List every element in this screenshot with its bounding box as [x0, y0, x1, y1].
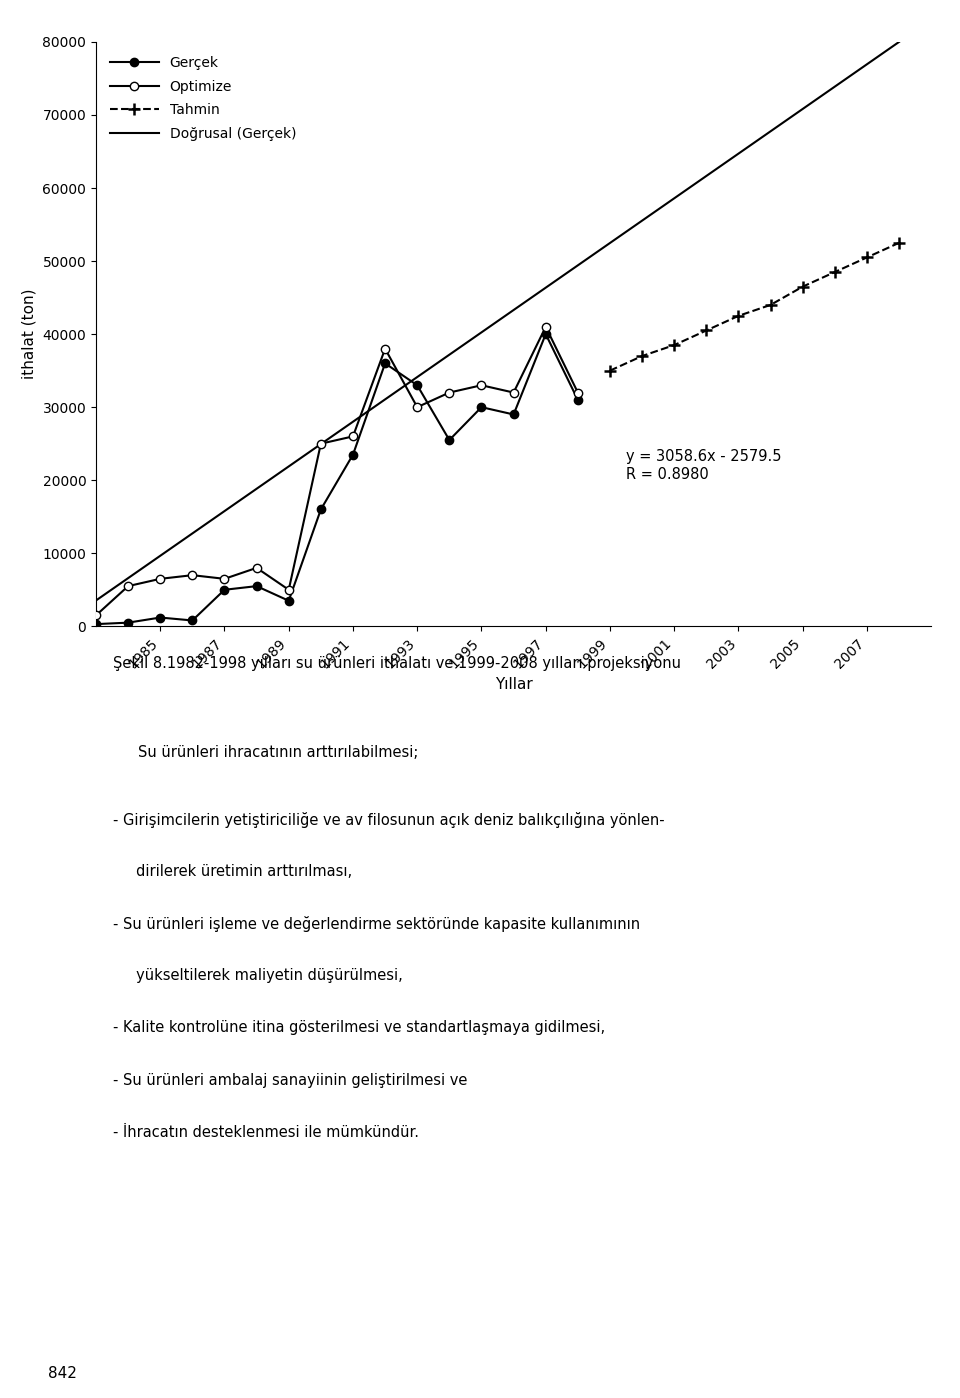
Text: y = 3058.6x - 2579.5
R = 0.8980: y = 3058.6x - 2579.5 R = 0.8980 — [626, 449, 781, 482]
Legend: Gerçek, Optimize, Tahmin, Doğrusal (Gerçek): Gerçek, Optimize, Tahmin, Doğrusal (Gerç… — [103, 49, 303, 148]
Text: 842: 842 — [48, 1366, 77, 1381]
Text: Su ürünleri ihracatının arttırılabilmesi;: Su ürünleri ihracatının arttırılabilmesi… — [138, 745, 419, 761]
Text: - İhracatın desteklenmesi ile mümkündür.: - İhracatın desteklenmesi ile mümkündür. — [112, 1124, 419, 1139]
Text: yükseltilerek maliyetin düşürülmesi,: yükseltilerek maliyetin düşürülmesi, — [112, 969, 402, 983]
Text: dirilerek üretimin arttırılması,: dirilerek üretimin arttırılması, — [112, 864, 351, 879]
Text: Şekil 8.1982-1998 yılları su ürünleri ithalatı ve 1999-2008 yılları projeksiyonu: Şekil 8.1982-1998 yılları su ürünleri it… — [112, 656, 681, 671]
Text: - Su ürünleri işleme ve değerlendirme sektöründe kapasite kullanımının: - Su ürünleri işleme ve değerlendirme se… — [112, 916, 639, 932]
Y-axis label: ithalat (ton): ithalat (ton) — [22, 289, 36, 379]
Text: - Kalite kontrolüne itina gösterilmesi ve standartlaşmaya gidilmesi,: - Kalite kontrolüne itina gösterilmesi v… — [112, 1021, 605, 1036]
Text: - Su ürünleri ambalaj sanayiinin geliştirilmesi ve: - Su ürünleri ambalaj sanayiinin gelişti… — [112, 1072, 468, 1088]
Text: - Girişimcilerin yetiştiriciliğe ve av filosunun açık deniz balıkçılığına yönlen: - Girişimcilerin yetiştiriciliğe ve av f… — [112, 812, 664, 828]
X-axis label: Yıllar: Yıllar — [494, 677, 533, 692]
